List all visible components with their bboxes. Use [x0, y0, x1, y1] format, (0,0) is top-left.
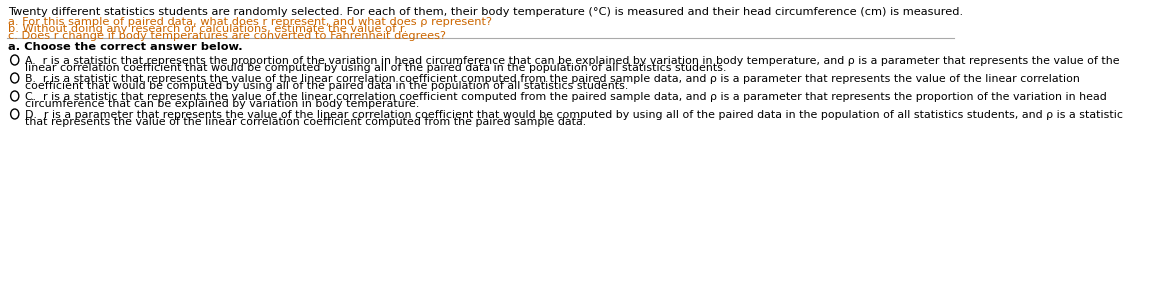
Text: circumference that can be explained by variation in body temperature.: circumference that can be explained by v… [25, 99, 419, 109]
Text: D.  r is a parameter that represents the value of the linear correlation coeffic: D. r is a parameter that represents the … [25, 110, 1123, 120]
Text: A.  r is a statistic that represents the proportion of the variation in head cir: A. r is a statistic that represents the … [25, 56, 1119, 66]
Text: coefficient that would be computed by using all of the paired data in the popula: coefficient that would be computed by us… [25, 81, 628, 91]
Text: c. Does r change if body temperatures are converted to Fahrenheit degrees?: c. Does r change if body temperatures ar… [8, 31, 446, 41]
Text: C.  r is a statistic that represents the value of the linear correlation coeffic: C. r is a statistic that represents the … [25, 92, 1106, 102]
Text: linear correlation coefficient that would be computed by using all of the paired: linear correlation coefficient that woul… [25, 63, 726, 73]
Text: b. Without doing any research or calculations, estimate the value of r.: b. Without doing any research or calcula… [8, 24, 407, 34]
Text: that represents the value of the linear correlation coefficient computed from th: that represents the value of the linear … [25, 117, 585, 127]
Text: a. Choose the correct answer below.: a. Choose the correct answer below. [8, 42, 243, 52]
Text: a. For this sample of paired data, what does r represent, and what does ρ repres: a. For this sample of paired data, what … [8, 17, 493, 27]
Text: B.  r is a statistic that represents the value of the linear correlation coeffic: B. r is a statistic that represents the … [25, 74, 1079, 84]
Text: Twenty different statistics students are randomly selected. For each of them, th: Twenty different statistics students are… [8, 7, 963, 17]
